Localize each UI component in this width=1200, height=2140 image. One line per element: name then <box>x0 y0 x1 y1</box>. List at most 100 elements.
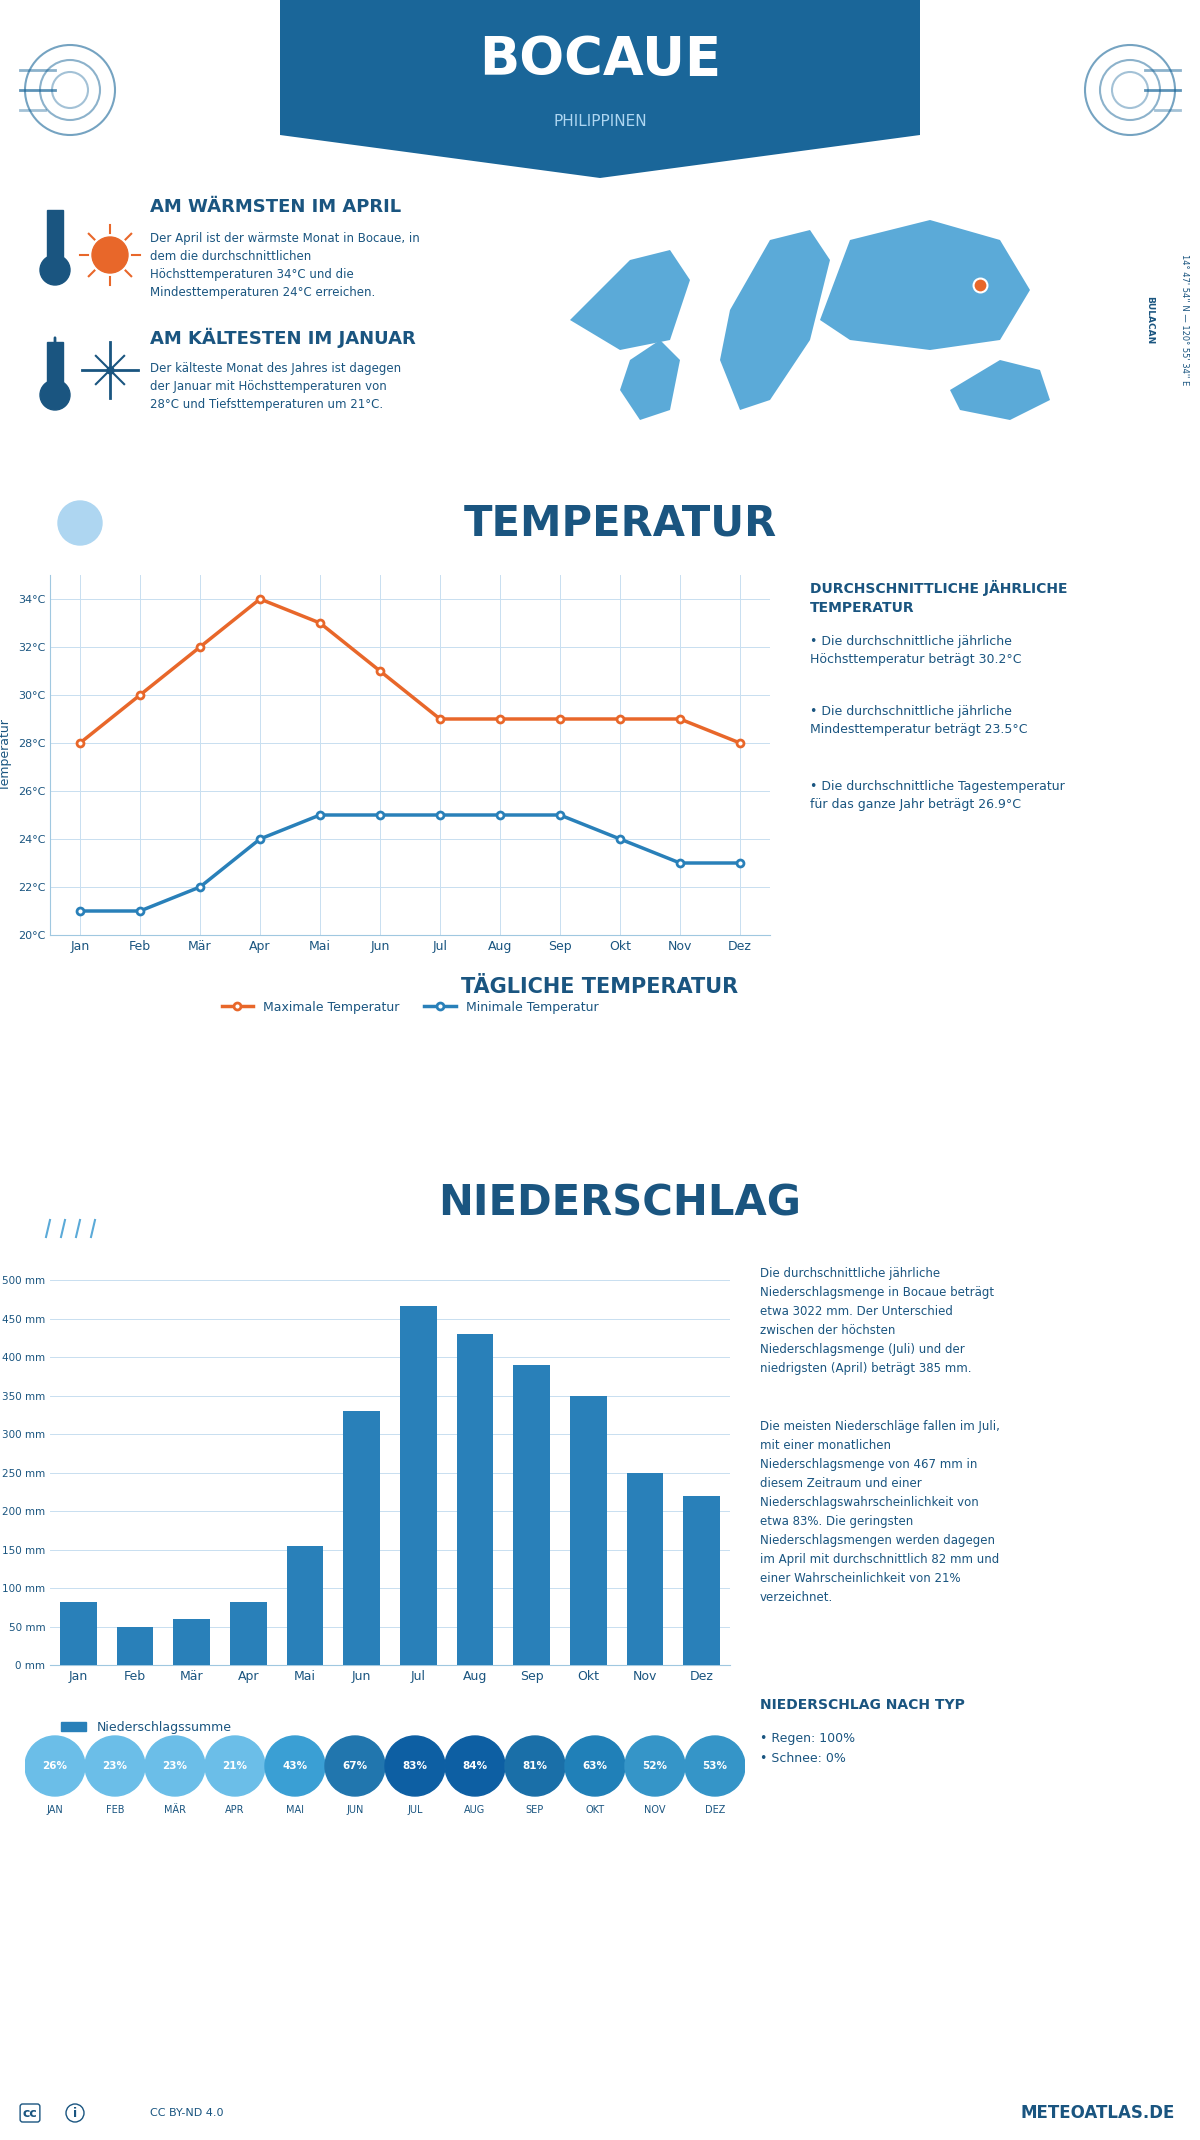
Text: SEP: SEP <box>526 1804 544 1815</box>
Maximale Temperatur <box>493 706 508 732</box>
Bar <box>230 1603 266 1665</box>
Text: JUN: JUN <box>540 1034 564 1046</box>
Bar <box>626 1472 664 1665</box>
Minimale Temperatur <box>193 873 208 899</box>
Polygon shape <box>280 0 920 178</box>
Text: 27°: 27° <box>916 1087 955 1109</box>
Text: 27°: 27° <box>245 1087 284 1109</box>
Minimale Temperatur <box>733 850 748 875</box>
Text: NOV: NOV <box>1016 1034 1046 1046</box>
Text: AUG: AUG <box>730 1034 758 1046</box>
Text: BULACAN: BULACAN <box>1146 295 1154 345</box>
Bar <box>60 1603 97 1665</box>
Circle shape <box>92 238 128 274</box>
Text: DEZ: DEZ <box>704 1804 725 1815</box>
Minimale Temperatur <box>373 802 388 828</box>
Text: BOCAUE: BOCAUE <box>479 34 721 86</box>
Text: PHILIPPINEN: PHILIPPINEN <box>553 116 647 131</box>
Bar <box>343 1410 380 1665</box>
Text: 27°: 27° <box>628 1087 667 1109</box>
Maximale Temperatur <box>73 730 88 755</box>
Text: 52%: 52% <box>642 1761 667 1772</box>
Minimale Temperatur <box>553 802 568 828</box>
Maximale Temperatur <box>133 683 148 708</box>
Bar <box>400 1305 437 1665</box>
Text: 26°: 26° <box>149 1087 188 1109</box>
Bar <box>173 1618 210 1665</box>
Text: APR: APR <box>347 1034 374 1046</box>
Text: NIEDERSCHLAG: NIEDERSCHLAG <box>438 1181 802 1224</box>
Polygon shape <box>950 360 1050 419</box>
Line: Minimale Temperatur: Minimale Temperatur <box>77 811 744 914</box>
Legend: Maximale Temperatur, Minimale Temperatur: Maximale Temperatur, Minimale Temperatur <box>217 995 604 1019</box>
Text: 29°: 29° <box>341 1087 380 1109</box>
Text: 26%: 26% <box>42 1761 67 1772</box>
Text: Die meisten Niederschläge fallen im Juli,
mit einer monatlichen
Niederschlagsmen: Die meisten Niederschläge fallen im Juli… <box>760 1421 1000 1605</box>
Circle shape <box>445 1736 505 1795</box>
Text: Der kälteste Monat des Jahres ist dagegen
der Januar mit Höchsttemperaturen von
: Der kälteste Monat des Jahres ist dagege… <box>150 362 401 411</box>
Text: OKT: OKT <box>586 1804 605 1815</box>
Text: NOV: NOV <box>644 1804 666 1815</box>
Text: 14° 47' 54'' N — 120° 55' 34'' E: 14° 47' 54'' N — 120° 55' 34'' E <box>1181 255 1189 385</box>
Text: Die durchschnittliche jährliche
Niederschlagsmenge in Bocaue beträgt
etwa 3022 m: Die durchschnittliche jährliche Niedersc… <box>760 1267 994 1376</box>
Circle shape <box>35 1179 74 1220</box>
Circle shape <box>565 1736 625 1795</box>
Bar <box>514 1365 550 1665</box>
Text: METEOATLAS.DE: METEOATLAS.DE <box>1021 2104 1175 2123</box>
Text: AUG: AUG <box>464 1804 486 1815</box>
Maximale Temperatur <box>553 706 568 732</box>
Circle shape <box>205 1736 265 1795</box>
Circle shape <box>77 1181 113 1218</box>
Circle shape <box>145 1736 205 1795</box>
Text: NIEDERSCHLAG NACH TYP: NIEDERSCHLAG NACH TYP <box>760 1697 965 1712</box>
Circle shape <box>46 488 115 559</box>
Text: Der April ist der wärmste Monat in Bocaue, in
dem die durchschnittlichen
Höchstt: Der April ist der wärmste Monat in Bocau… <box>150 231 420 300</box>
Bar <box>47 342 64 392</box>
Minimale Temperatur <box>433 802 448 828</box>
Text: MAI: MAI <box>443 1034 469 1046</box>
Text: TÄGLICHE TEMPERATUR: TÄGLICHE TEMPERATUR <box>462 978 738 997</box>
Text: DURCHSCHNITTLICHE JÄHRLICHE
TEMPERATUR: DURCHSCHNITTLICHE JÄHRLICHE TEMPERATUR <box>810 580 1068 616</box>
Text: 28°: 28° <box>533 1087 572 1109</box>
Circle shape <box>25 1736 85 1795</box>
Circle shape <box>85 1736 145 1795</box>
Text: 43%: 43% <box>282 1761 307 1772</box>
Text: 27°: 27° <box>724 1087 763 1109</box>
Text: NIEDERSCHLAGSWAHRSCHEINLICHKEIT: NIEDERSCHLAGSWAHRSCHEINLICHKEIT <box>238 1703 532 1716</box>
Text: 84%: 84% <box>462 1761 487 1772</box>
Bar <box>456 1333 493 1665</box>
Text: 23%: 23% <box>162 1761 187 1772</box>
Circle shape <box>385 1736 445 1795</box>
Polygon shape <box>570 250 690 351</box>
Text: JUL: JUL <box>407 1804 422 1815</box>
Text: 29°: 29° <box>437 1087 476 1109</box>
Text: OKT: OKT <box>920 1034 950 1046</box>
Maximale Temperatur <box>253 586 268 612</box>
Text: 25°: 25° <box>53 1087 92 1109</box>
Minimale Temperatur <box>673 850 688 875</box>
Text: • Regen: 100%
• Schnee: 0%: • Regen: 100% • Schnee: 0% <box>760 1731 856 1766</box>
Minimale Temperatur <box>613 826 628 852</box>
Line: Maximale Temperatur: Maximale Temperatur <box>77 595 744 747</box>
Text: 26°: 26° <box>1108 1087 1147 1109</box>
Text: 26°: 26° <box>1012 1087 1051 1109</box>
Maximale Temperatur <box>313 610 328 636</box>
Bar <box>35 1196 115 1218</box>
Circle shape <box>325 1736 385 1795</box>
Text: MAI: MAI <box>286 1804 304 1815</box>
Text: • Die durchschnittliche jährliche
Mindesttemperatur beträgt 23.5°C: • Die durchschnittliche jährliche Mindes… <box>810 704 1027 736</box>
Minimale Temperatur <box>73 899 88 924</box>
Circle shape <box>40 381 70 411</box>
Minimale Temperatur <box>133 899 148 924</box>
Text: 27°: 27° <box>820 1087 859 1109</box>
Text: JAN: JAN <box>47 1804 64 1815</box>
Text: CC BY-ND 4.0: CC BY-ND 4.0 <box>150 2108 223 2119</box>
Text: MÄR: MÄR <box>248 1034 281 1046</box>
Text: FEB: FEB <box>156 1034 182 1046</box>
Text: AM WÄRMSTEN IM APRIL: AM WÄRMSTEN IM APRIL <box>150 199 401 216</box>
Text: • Die durchschnittliche jährliche
Höchsttemperatur beträgt 30.2°C: • Die durchschnittliche jährliche Höchst… <box>810 636 1021 666</box>
Text: SEP: SEP <box>827 1034 853 1046</box>
Circle shape <box>47 1162 103 1218</box>
Text: 81%: 81% <box>522 1761 547 1772</box>
Bar <box>47 210 64 259</box>
